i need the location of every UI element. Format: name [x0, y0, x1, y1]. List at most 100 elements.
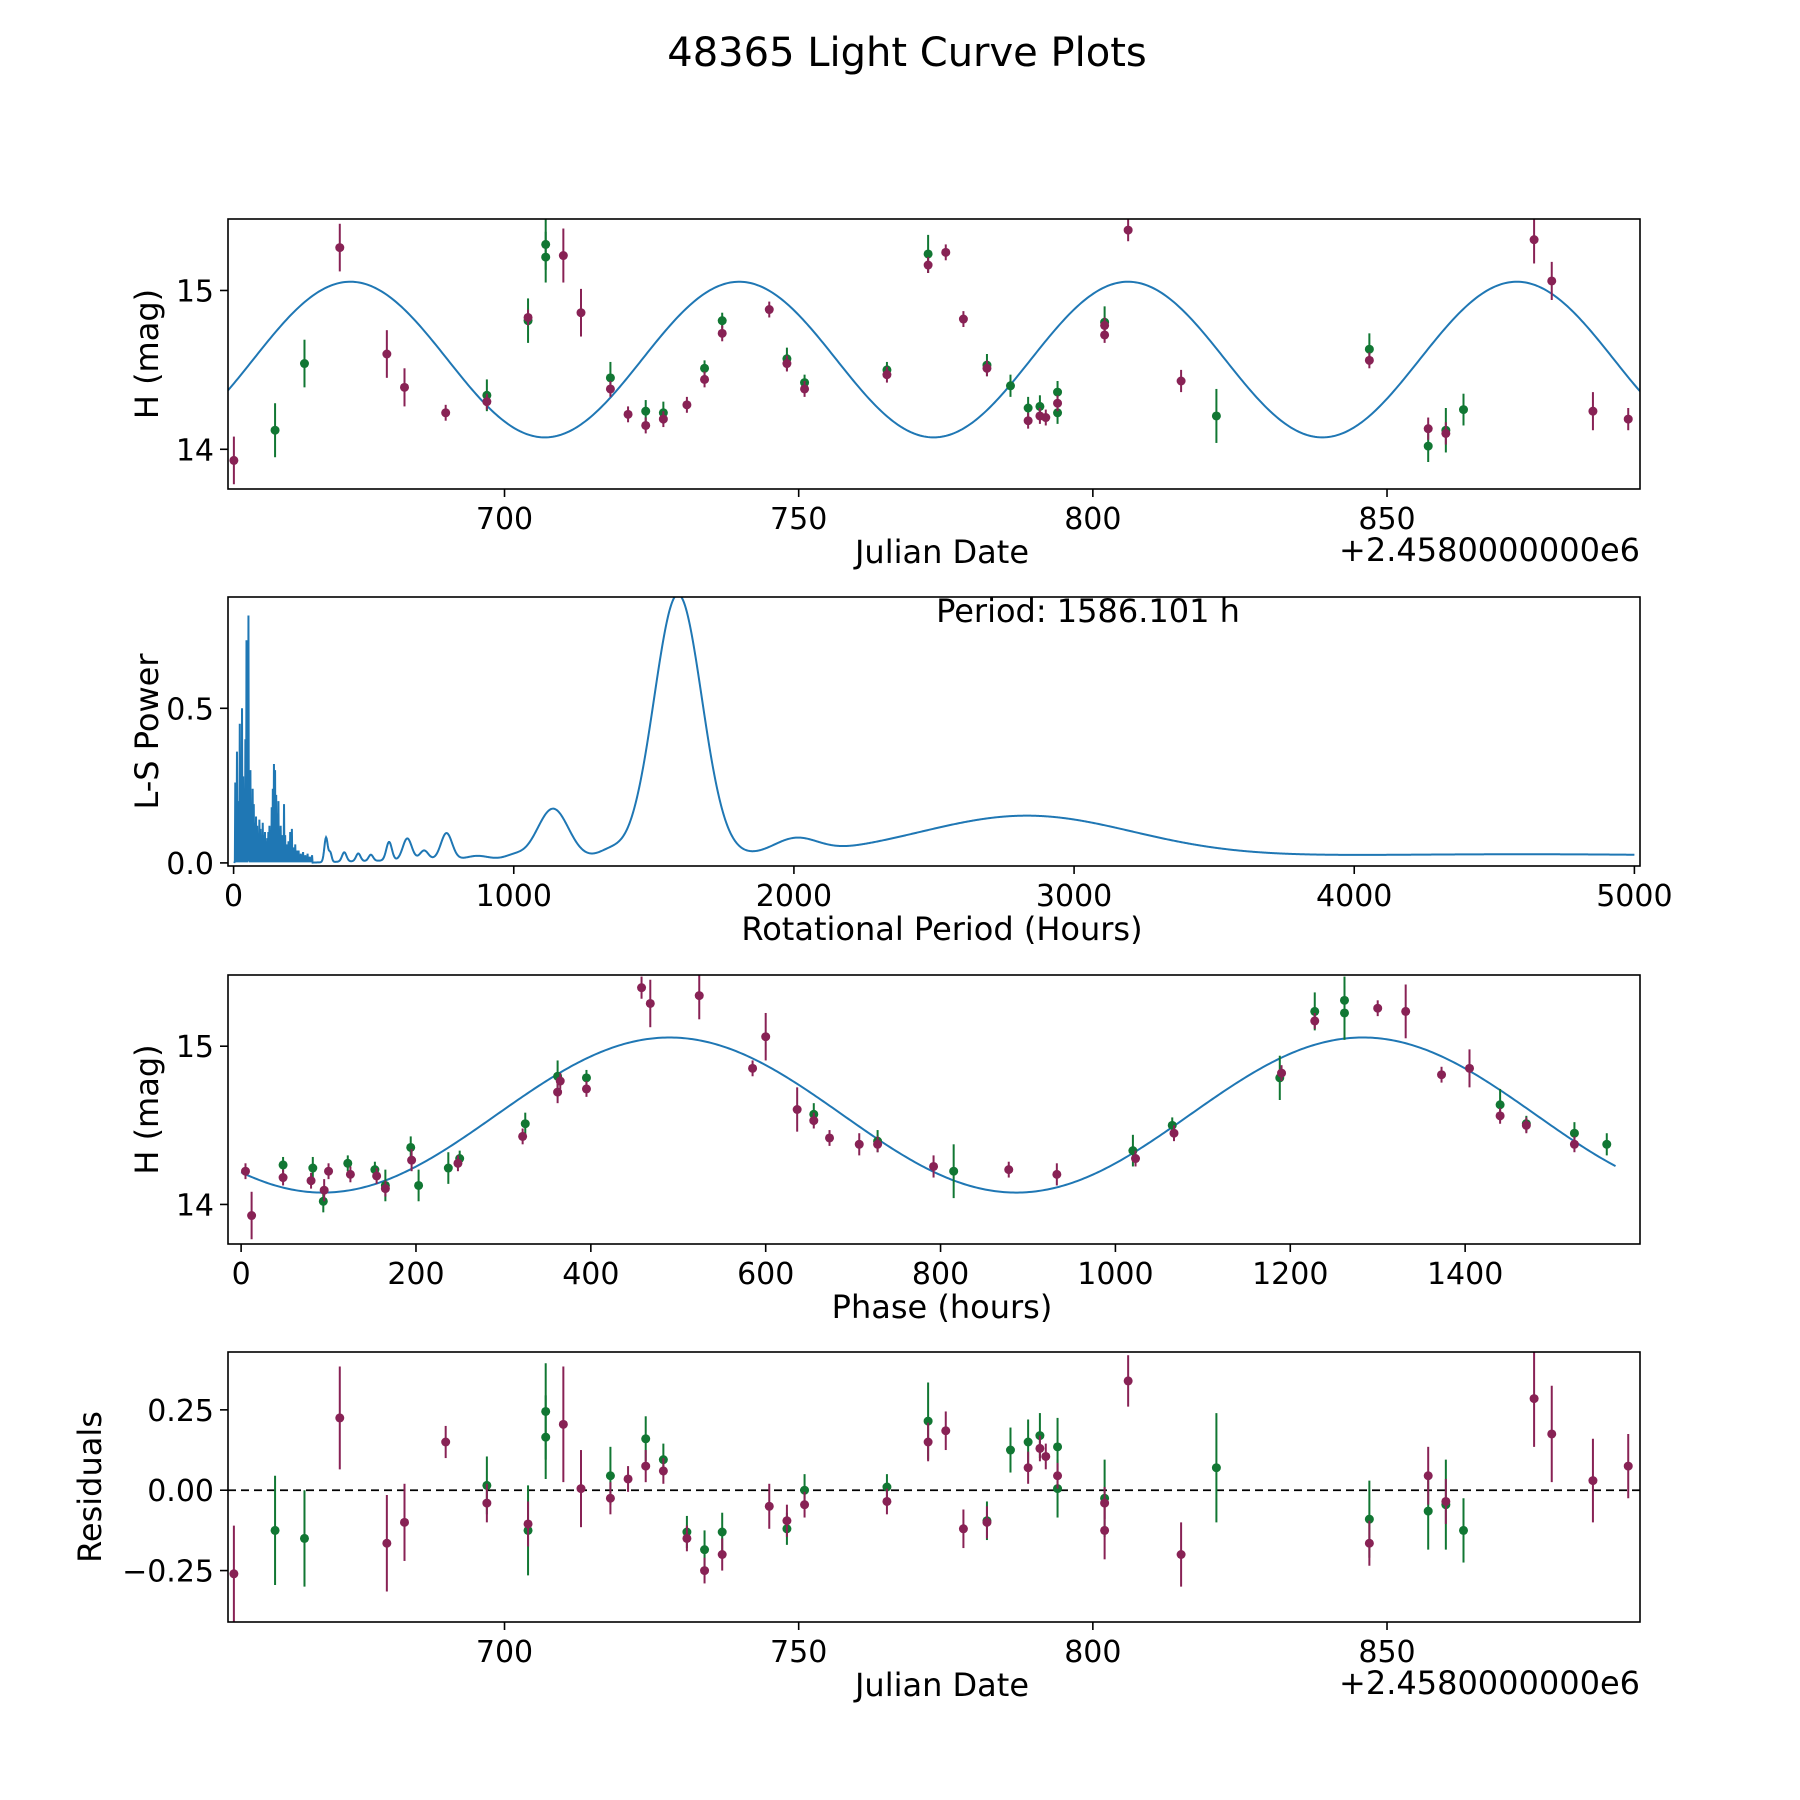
data-point [553, 1087, 563, 1097]
data-point [1053, 387, 1063, 397]
data-point [941, 1426, 951, 1436]
y-tick-label: 14 [176, 1188, 214, 1223]
data-point [541, 239, 551, 249]
data-point [882, 1496, 892, 1506]
data-point [482, 1498, 492, 1508]
series-g [270, 219, 1468, 462]
data-point [825, 1133, 835, 1143]
data-point [1521, 1120, 1531, 1130]
data-point [270, 425, 280, 435]
data-point [335, 243, 345, 253]
data-point [1310, 1016, 1320, 1026]
data-point [923, 1416, 933, 1426]
data-point [800, 1500, 810, 1510]
x-tick-label: 750 [770, 502, 827, 537]
data-point [1023, 1437, 1033, 1447]
data-point [400, 1517, 409, 1527]
data-point [1441, 428, 1451, 438]
x-tick-label: 600 [737, 1257, 794, 1292]
data-point [1005, 381, 1015, 391]
plot-area-residuals [228, 1352, 1640, 1622]
data-point [982, 1517, 992, 1527]
data-point [717, 1527, 727, 1537]
data-point [761, 1032, 771, 1042]
y-tick-label: 0.0 [166, 847, 214, 882]
axes-frame [227, 1351, 1641, 1623]
data-point [800, 1485, 810, 1495]
data-point [308, 1163, 318, 1173]
data-point [605, 1471, 615, 1481]
data-point [523, 312, 533, 322]
data-point [1053, 408, 1063, 418]
x-tick-label: 5000 [1596, 879, 1672, 914]
data-point [1401, 1006, 1411, 1016]
data-point [335, 1413, 345, 1423]
phase-model-curve [240, 1036, 1616, 1194]
data-point [247, 1211, 257, 1221]
data-point [1569, 1128, 1579, 1138]
y-axis-label: H (mag) [128, 1044, 166, 1174]
axes-frame [227, 218, 1641, 490]
data-point [518, 1131, 528, 1141]
data-point [345, 1169, 355, 1179]
panel-phase: 0 200 400 600 800 1000 1200 1400 14 15 Phase (hour… [128, 974, 1641, 1326]
data-point [641, 406, 651, 416]
data-point [809, 1116, 819, 1126]
series-r [229, 1352, 1633, 1622]
data-point [306, 1176, 316, 1186]
series-r [240, 975, 1579, 1240]
data-point [929, 1161, 939, 1171]
data-point [240, 1166, 250, 1176]
data-point [1364, 1514, 1374, 1524]
data-point [1023, 403, 1033, 413]
data-point [1100, 320, 1110, 330]
data-point [319, 1185, 329, 1195]
data-point [299, 1533, 309, 1543]
data-point [1423, 1471, 1433, 1481]
axes-frame [227, 974, 1641, 1245]
data-point [1364, 355, 1374, 365]
data-point [1465, 1063, 1475, 1073]
panel-periodogram: 0 1000 2000 3000 4000 5000 0.0 0.5 Rotational Pe… [128, 592, 1673, 948]
data-point [1529, 1394, 1539, 1404]
data-point [941, 247, 951, 257]
data-point [1167, 1120, 1177, 1130]
data-point [1529, 235, 1539, 245]
x-tick-label: 1000 [1077, 1257, 1153, 1292]
x-tick-label: 1200 [1252, 1257, 1328, 1292]
y-axis-label: L-S Power [128, 653, 166, 810]
data-point [682, 1533, 692, 1543]
data-point [1339, 995, 1349, 1005]
y-tick-label: 0.00 [147, 1474, 214, 1509]
data-point [682, 400, 692, 410]
x-axis-label: Julian Date [853, 533, 1029, 571]
model-curve [228, 280, 1640, 439]
y-tick-label: 0.25 [147, 1394, 214, 1429]
axes-frame [227, 596, 1641, 867]
x-tick-label: 800 [1064, 502, 1121, 537]
x-tick-label: 0 [232, 1257, 251, 1292]
panel-lightcurve: 700 750 800 850 14 15 Julian Date H (mag) +2.458… [128, 218, 1641, 571]
x-tick-label: 1400 [1427, 1257, 1503, 1292]
data-point [541, 1406, 551, 1416]
data-point [1100, 330, 1110, 340]
data-point [1623, 414, 1633, 424]
data-point [382, 349, 392, 359]
data-point [623, 1474, 633, 1484]
data-point [1547, 1429, 1557, 1439]
data-point [1423, 1506, 1433, 1516]
data-point [949, 1166, 959, 1176]
plot-area-periodogram [233, 597, 1635, 864]
data-point [923, 260, 933, 270]
data-point [1441, 1496, 1451, 1506]
data-point [555, 1076, 565, 1086]
data-point [700, 1566, 710, 1576]
data-point [1052, 1169, 1062, 1179]
data-point [1023, 416, 1033, 426]
y-tick-label: −0.25 [122, 1555, 214, 1590]
data-point [605, 1493, 615, 1503]
data-point [1023, 1463, 1033, 1473]
data-point [923, 1437, 933, 1447]
y-axis-label: H (mag) [128, 289, 166, 419]
